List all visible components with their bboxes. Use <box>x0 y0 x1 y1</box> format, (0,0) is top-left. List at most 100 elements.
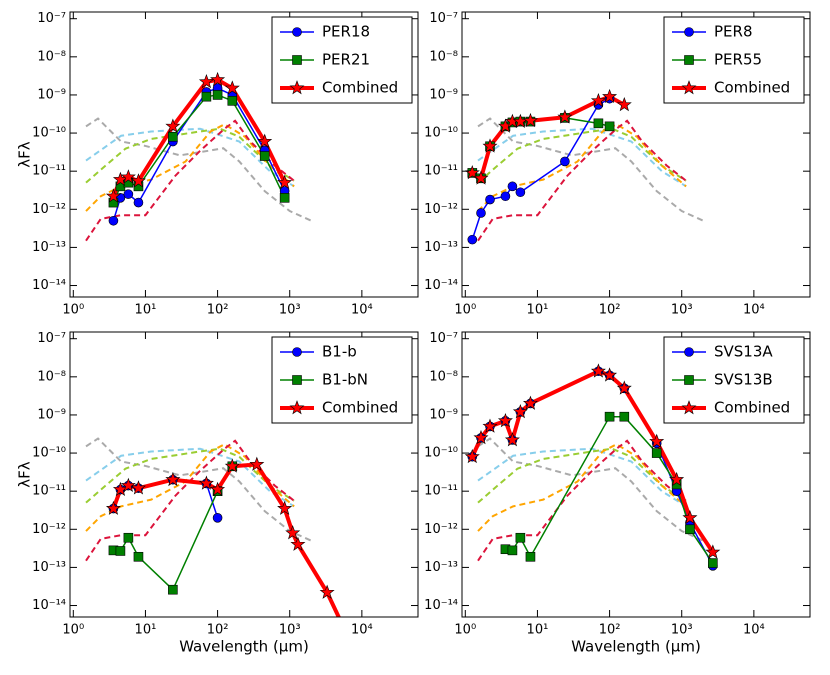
data-point <box>277 500 293 515</box>
data-point <box>500 191 511 202</box>
x-tick-label: 10⁰ <box>454 623 476 638</box>
x-tick-label: 10² <box>207 623 229 638</box>
data-point <box>476 208 486 218</box>
legend-label: B1-b <box>322 343 357 361</box>
reference-curve <box>85 447 295 508</box>
x-tick-label: 10³ <box>279 303 301 318</box>
data-point <box>212 90 223 100</box>
reference-curve <box>85 123 295 212</box>
data-point <box>165 471 181 487</box>
legend-label: Combined <box>322 399 398 417</box>
data-point <box>522 112 538 128</box>
legend-marker <box>681 400 697 415</box>
plot <box>464 88 704 245</box>
data-point <box>473 170 489 185</box>
data-point <box>604 121 615 132</box>
data-point <box>464 448 480 464</box>
data-point <box>277 174 293 190</box>
reference-curve <box>85 127 295 188</box>
y-axis-label: λFλ <box>16 141 34 168</box>
x-tick-label: 10¹ <box>527 303 549 318</box>
y-tick-label: 10⁻¹⁰ <box>32 126 66 141</box>
data-point <box>507 181 518 192</box>
data-point <box>685 524 695 535</box>
legend-marker <box>289 400 305 415</box>
data-point <box>108 215 119 226</box>
data-point <box>649 433 665 448</box>
reference-curve <box>477 443 687 532</box>
data-point <box>130 480 146 495</box>
data-point <box>249 456 265 471</box>
reference-curve <box>477 127 687 188</box>
data-point <box>593 118 604 129</box>
reference-curve <box>85 127 295 184</box>
data-point <box>130 173 146 188</box>
data-point <box>485 194 495 205</box>
data-point <box>105 188 121 203</box>
data-point <box>285 525 301 540</box>
data-point <box>198 74 214 89</box>
data-point <box>210 481 226 496</box>
reference-curve <box>85 117 312 222</box>
data-point <box>227 96 238 106</box>
data-point <box>212 513 223 523</box>
data-point <box>507 545 518 556</box>
data-point <box>515 532 526 543</box>
data-point <box>259 151 270 161</box>
data-point <box>590 363 606 378</box>
y-tick-label: 10⁻⁸ <box>429 369 458 384</box>
data-point <box>557 109 573 124</box>
legend-label: PER18 <box>322 23 370 41</box>
y-tick-label: 10⁻¹² <box>32 202 66 217</box>
data-point <box>473 430 489 445</box>
legend-marker <box>684 55 694 65</box>
legend-marker <box>289 80 305 95</box>
panel: 10⁰ 10¹ 10² 10³ 10⁴ 10⁻¹⁴ 10⁻¹³ 10⁻¹² 10⁻¹¹ 10⁻¹⁰… <box>424 331 811 656</box>
y-tick-label: 10⁻¹² <box>32 522 66 537</box>
y-tick-label: 10⁻⁸ <box>429 49 458 64</box>
x-tick-label: 10² <box>599 623 621 638</box>
y-tick-label: 10⁻⁸ <box>37 49 66 64</box>
data-point <box>682 509 698 525</box>
x-axis-label: Wavelength (μm) <box>179 638 309 656</box>
legend-marker <box>292 55 302 65</box>
x-tick-label: 10⁴ <box>351 303 373 318</box>
data-point <box>168 131 178 142</box>
y-tick-label: 10⁻¹⁴ <box>424 278 458 293</box>
x-tick-label: 10⁴ <box>743 623 765 638</box>
legend-marker <box>681 80 697 95</box>
reference-curve <box>477 123 687 212</box>
x-tick-label: 10² <box>207 303 229 318</box>
x-tick-label: 10⁰ <box>62 303 84 318</box>
reference-curve <box>85 437 312 542</box>
reference-curve <box>85 447 295 504</box>
data-point <box>616 96 632 112</box>
y-tick-label: 10⁻¹² <box>424 522 458 537</box>
y-tick-label: 10⁻¹⁴ <box>32 598 66 613</box>
series-line <box>505 415 714 564</box>
reference-curve <box>477 447 687 504</box>
data-point <box>120 169 136 184</box>
y-tick-label: 10⁻⁹ <box>37 87 66 102</box>
data-point <box>224 80 240 95</box>
data-point <box>482 418 498 433</box>
plot <box>85 71 312 242</box>
reference-curve <box>477 117 704 222</box>
y-tick-label: 10⁻⁷ <box>37 11 66 26</box>
data-point <box>616 380 632 395</box>
x-tick-label: 10¹ <box>135 623 157 638</box>
x-tick-label: 10³ <box>671 303 693 318</box>
legend: PER8 PER55 Combined <box>663 16 805 104</box>
y-tick-label: 10⁻¹² <box>424 202 458 217</box>
axes-frame <box>461 11 811 298</box>
x-axis-label: Wavelength (μm) <box>571 638 701 656</box>
data-point <box>651 448 662 458</box>
panel: 10⁰ 10¹ 10² 10³ 10⁴ 10⁻¹⁴ 10⁻¹³ 10⁻¹² 10⁻¹¹ 10⁻¹⁰… <box>424 11 811 318</box>
x-tick-label: 10¹ <box>527 623 549 638</box>
legend-marker <box>292 375 302 385</box>
data-point <box>290 536 306 551</box>
data-point <box>669 471 685 487</box>
plot <box>464 363 721 571</box>
y-tick-label: 10⁻¹¹ <box>32 484 66 499</box>
